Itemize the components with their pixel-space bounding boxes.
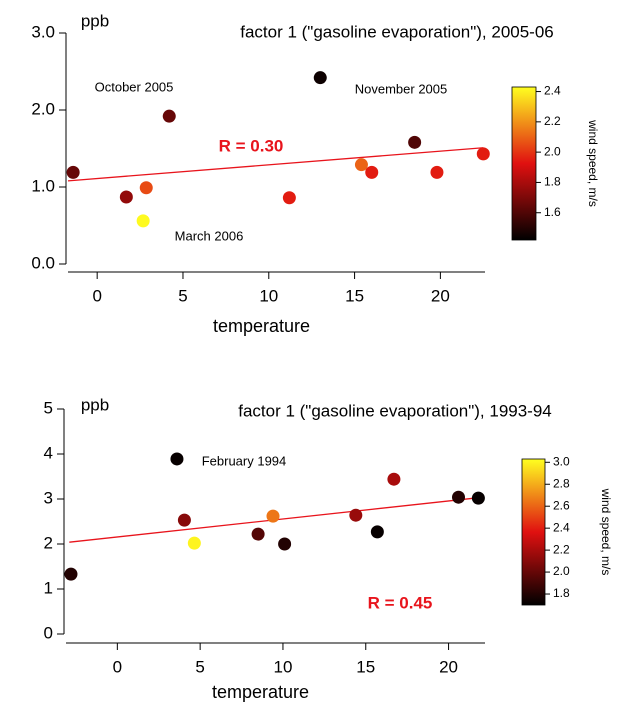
y-tick-label: 0 — [44, 623, 53, 642]
colorbar-tick-label: 3.0 — [553, 454, 570, 468]
x-tick-label: 15 — [356, 657, 375, 676]
y-axis-label: ppb — [81, 11, 109, 30]
annotation: October 2005 — [95, 79, 174, 94]
colorbar-tick-label: 2.0 — [553, 564, 570, 578]
scatter-point — [430, 165, 444, 179]
colorbar-tick-label: 2.2 — [553, 542, 570, 556]
scatter-point — [136, 214, 150, 228]
x-tick-label: 5 — [178, 286, 187, 305]
scatter-point — [349, 508, 363, 522]
x-tick-label: 0 — [92, 286, 101, 305]
y-tick-label: 2 — [44, 533, 53, 552]
chart-title: factor 1 ("gasoline evaporation"), 2005-… — [240, 22, 554, 41]
scatter-point — [278, 537, 292, 551]
annotation: R = 0.45 — [368, 593, 433, 612]
scatter-point — [177, 513, 191, 527]
y-tick-label: 2.0 — [31, 99, 55, 118]
scatter-point — [365, 165, 379, 179]
y-tick-label: 0.0 — [31, 253, 55, 272]
colorbar-tick-label: 1.8 — [553, 586, 570, 600]
colorbar-tick-label: 2.0 — [544, 144, 561, 158]
colorbar — [511, 86, 537, 241]
scatter-point — [251, 527, 265, 541]
fit-line — [67, 147, 484, 182]
colorbar — [521, 458, 546, 606]
x-tick-label: 10 — [273, 657, 292, 676]
y-tick-label: 1.0 — [31, 176, 55, 195]
scatter-point — [370, 525, 384, 539]
scatter-point — [64, 567, 78, 581]
colorbar-tick-label: 2.4 — [544, 84, 561, 98]
x-tick-label: 5 — [195, 657, 204, 676]
annotation: March 2006 — [175, 228, 244, 243]
scatter-point — [170, 452, 184, 466]
scatter-point — [119, 190, 133, 204]
colorbar-tick-label: 2.4 — [553, 520, 570, 534]
x-axis-label: temperature — [212, 682, 309, 702]
chart-title: factor 1 ("gasoline evaporation"), 1993-… — [238, 401, 552, 420]
annotation: November 2005 — [355, 81, 448, 96]
scatter-point — [187, 536, 201, 550]
colorbar-tick-label: 2.8 — [553, 476, 570, 490]
scatter-point — [354, 158, 368, 172]
scatter-point — [452, 490, 466, 504]
x-tick-label: 10 — [259, 286, 278, 305]
y-axis-label: ppb — [81, 395, 109, 414]
scatter-point — [471, 491, 485, 505]
x-tick-label: 0 — [113, 657, 122, 676]
y-tick-label: 5 — [44, 398, 53, 417]
scatter-point — [408, 135, 422, 149]
colorbar-tick-label: 2.2 — [544, 114, 561, 128]
scatter-point — [282, 191, 296, 205]
scatter-point — [266, 509, 280, 523]
colorbar-tick-label: 1.8 — [544, 175, 561, 189]
x-axis-label: temperature — [213, 316, 310, 336]
scatter-point — [476, 147, 490, 161]
y-tick-label: 1 — [44, 578, 53, 597]
scatter-point — [313, 71, 327, 85]
scatter-point — [387, 472, 401, 486]
scatter-point — [139, 181, 153, 195]
colorbar-label: wind speed, m/s — [599, 488, 613, 576]
scatter-point — [162, 109, 176, 123]
x-tick-label: 15 — [345, 286, 364, 305]
x-tick-label: 20 — [439, 657, 458, 676]
scatter-point — [66, 165, 80, 179]
colorbar-tick-label: 1.6 — [544, 205, 561, 219]
annotation: R = 0.30 — [219, 136, 284, 155]
x-tick-label: 20 — [431, 286, 450, 305]
colorbar-tick-label: 2.6 — [553, 498, 570, 512]
y-tick-label: 3.0 — [31, 22, 55, 41]
y-tick-label: 3 — [44, 488, 53, 507]
colorbar-label: wind speed, m/s — [586, 119, 600, 207]
annotation: February 1994 — [202, 453, 287, 468]
y-tick-label: 4 — [44, 443, 53, 462]
